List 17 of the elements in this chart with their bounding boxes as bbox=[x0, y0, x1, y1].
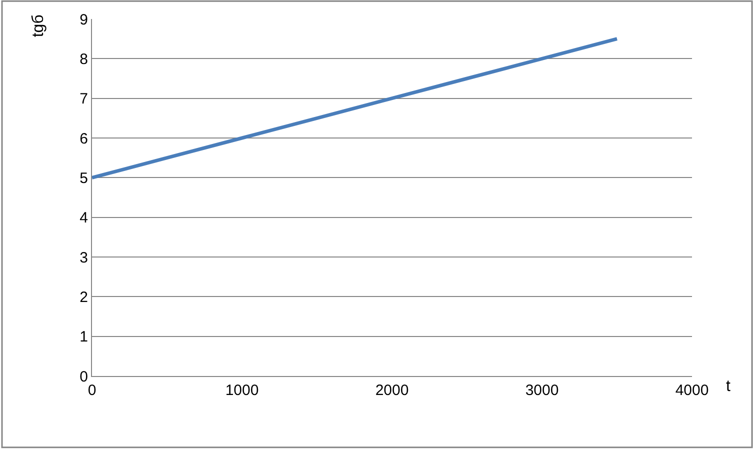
y-tick-label: 3 bbox=[80, 249, 88, 266]
y-tick-label: 4 bbox=[80, 210, 88, 227]
x-tick-label: 2000 bbox=[375, 382, 409, 399]
y-tick-label: 9 bbox=[80, 11, 88, 28]
y-tick-label: 7 bbox=[80, 90, 88, 108]
y-axis-title: tgб bbox=[30, 14, 47, 38]
y-tick-label: 5 bbox=[80, 170, 88, 187]
y-tick-label: 8 bbox=[80, 50, 88, 68]
y-tick-label: 0 bbox=[80, 368, 88, 386]
x-tick-label: 1000 bbox=[225, 382, 259, 399]
x-axis-title: t bbox=[726, 378, 731, 395]
x-tick-label: 4000 bbox=[675, 382, 709, 399]
y-tick-label: 6 bbox=[80, 130, 88, 148]
x-tick-label: 3000 bbox=[525, 382, 559, 399]
y-tick-label: 2 bbox=[80, 288, 88, 306]
line-series bbox=[92, 37, 619, 180]
y-tick-label: 1 bbox=[80, 328, 88, 346]
